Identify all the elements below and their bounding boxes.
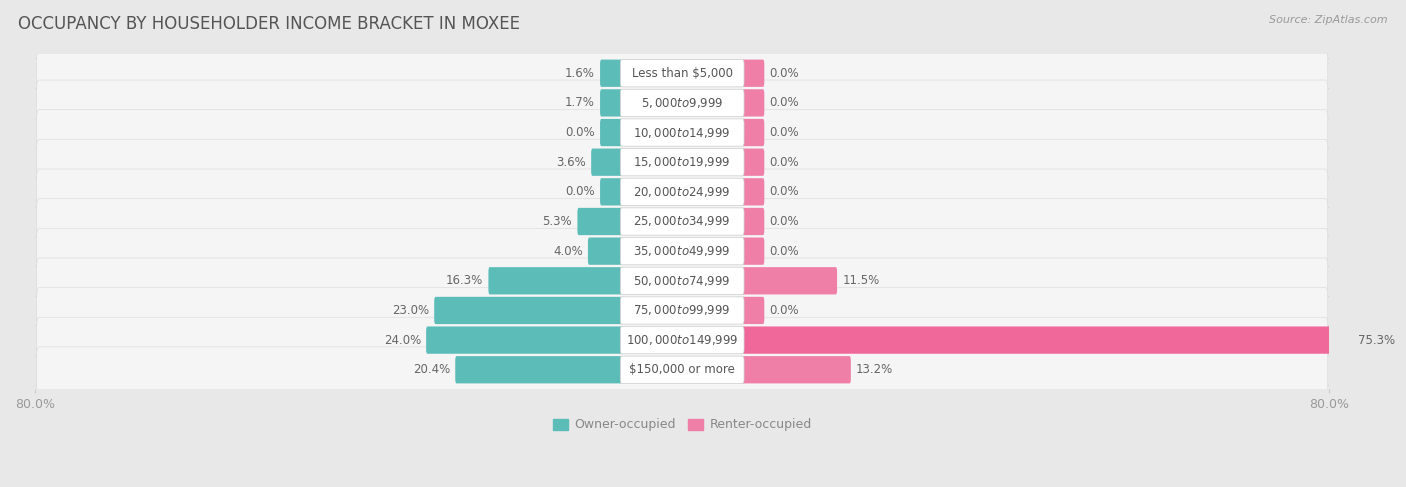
FancyBboxPatch shape bbox=[741, 119, 765, 146]
FancyBboxPatch shape bbox=[741, 326, 1353, 354]
FancyBboxPatch shape bbox=[741, 356, 851, 383]
FancyBboxPatch shape bbox=[37, 50, 1327, 96]
Text: 0.0%: 0.0% bbox=[769, 67, 799, 80]
FancyBboxPatch shape bbox=[600, 178, 623, 206]
Text: $5,000 to $9,999: $5,000 to $9,999 bbox=[641, 96, 724, 110]
Text: 23.0%: 23.0% bbox=[392, 304, 429, 317]
FancyBboxPatch shape bbox=[741, 59, 765, 87]
FancyBboxPatch shape bbox=[741, 267, 837, 295]
Text: $10,000 to $14,999: $10,000 to $14,999 bbox=[634, 126, 731, 140]
FancyBboxPatch shape bbox=[620, 238, 744, 265]
Text: 75.3%: 75.3% bbox=[1358, 334, 1396, 347]
Text: 11.5%: 11.5% bbox=[842, 274, 880, 287]
Text: 0.0%: 0.0% bbox=[769, 156, 799, 169]
FancyBboxPatch shape bbox=[620, 89, 744, 116]
FancyBboxPatch shape bbox=[37, 228, 1327, 274]
Text: 0.0%: 0.0% bbox=[769, 126, 799, 139]
Text: 13.2%: 13.2% bbox=[856, 363, 893, 376]
FancyBboxPatch shape bbox=[620, 356, 744, 383]
Text: 0.0%: 0.0% bbox=[769, 304, 799, 317]
FancyBboxPatch shape bbox=[600, 89, 623, 116]
Text: 3.6%: 3.6% bbox=[557, 156, 586, 169]
FancyBboxPatch shape bbox=[741, 149, 765, 176]
FancyBboxPatch shape bbox=[620, 59, 744, 87]
Text: $50,000 to $74,999: $50,000 to $74,999 bbox=[634, 274, 731, 288]
FancyBboxPatch shape bbox=[488, 267, 623, 295]
FancyBboxPatch shape bbox=[37, 258, 1327, 303]
Text: 20.4%: 20.4% bbox=[413, 363, 450, 376]
Text: $20,000 to $24,999: $20,000 to $24,999 bbox=[634, 185, 731, 199]
FancyBboxPatch shape bbox=[578, 208, 623, 235]
FancyBboxPatch shape bbox=[741, 208, 765, 235]
Text: $35,000 to $49,999: $35,000 to $49,999 bbox=[634, 244, 731, 258]
Text: $15,000 to $19,999: $15,000 to $19,999 bbox=[634, 155, 731, 169]
FancyBboxPatch shape bbox=[37, 169, 1327, 215]
FancyBboxPatch shape bbox=[620, 326, 744, 354]
Legend: Owner-occupied, Renter-occupied: Owner-occupied, Renter-occupied bbox=[548, 413, 817, 436]
FancyBboxPatch shape bbox=[37, 80, 1327, 126]
Text: 0.0%: 0.0% bbox=[565, 186, 595, 198]
FancyBboxPatch shape bbox=[600, 59, 623, 87]
FancyBboxPatch shape bbox=[456, 356, 623, 383]
Text: $25,000 to $34,999: $25,000 to $34,999 bbox=[634, 214, 731, 228]
Text: OCCUPANCY BY HOUSEHOLDER INCOME BRACKET IN MOXEE: OCCUPANCY BY HOUSEHOLDER INCOME BRACKET … bbox=[18, 15, 520, 33]
FancyBboxPatch shape bbox=[591, 149, 623, 176]
Text: 0.0%: 0.0% bbox=[769, 244, 799, 258]
Text: 0.0%: 0.0% bbox=[769, 186, 799, 198]
FancyBboxPatch shape bbox=[620, 208, 744, 235]
FancyBboxPatch shape bbox=[620, 178, 744, 206]
FancyBboxPatch shape bbox=[620, 119, 744, 146]
Text: 24.0%: 24.0% bbox=[384, 334, 420, 347]
Text: 0.0%: 0.0% bbox=[769, 215, 799, 228]
Text: 4.0%: 4.0% bbox=[553, 244, 582, 258]
FancyBboxPatch shape bbox=[37, 347, 1327, 393]
Text: 1.6%: 1.6% bbox=[565, 67, 595, 80]
Text: $100,000 to $149,999: $100,000 to $149,999 bbox=[626, 333, 738, 347]
Text: 5.3%: 5.3% bbox=[543, 215, 572, 228]
FancyBboxPatch shape bbox=[620, 297, 744, 324]
FancyBboxPatch shape bbox=[600, 119, 623, 146]
FancyBboxPatch shape bbox=[434, 297, 623, 324]
FancyBboxPatch shape bbox=[37, 288, 1327, 333]
FancyBboxPatch shape bbox=[37, 199, 1327, 244]
Text: $150,000 or more: $150,000 or more bbox=[630, 363, 735, 376]
Text: 16.3%: 16.3% bbox=[446, 274, 484, 287]
Text: 0.0%: 0.0% bbox=[565, 126, 595, 139]
FancyBboxPatch shape bbox=[620, 267, 744, 295]
FancyBboxPatch shape bbox=[741, 89, 765, 116]
Text: 1.7%: 1.7% bbox=[565, 96, 595, 110]
FancyBboxPatch shape bbox=[741, 238, 765, 265]
FancyBboxPatch shape bbox=[37, 110, 1327, 155]
FancyBboxPatch shape bbox=[37, 139, 1327, 185]
Text: Source: ZipAtlas.com: Source: ZipAtlas.com bbox=[1270, 15, 1388, 25]
Text: $75,000 to $99,999: $75,000 to $99,999 bbox=[634, 303, 731, 318]
Text: 0.0%: 0.0% bbox=[769, 96, 799, 110]
FancyBboxPatch shape bbox=[37, 317, 1327, 363]
FancyBboxPatch shape bbox=[741, 297, 765, 324]
FancyBboxPatch shape bbox=[588, 238, 623, 265]
FancyBboxPatch shape bbox=[741, 178, 765, 206]
FancyBboxPatch shape bbox=[620, 149, 744, 176]
FancyBboxPatch shape bbox=[426, 326, 623, 354]
Text: Less than $5,000: Less than $5,000 bbox=[631, 67, 733, 80]
